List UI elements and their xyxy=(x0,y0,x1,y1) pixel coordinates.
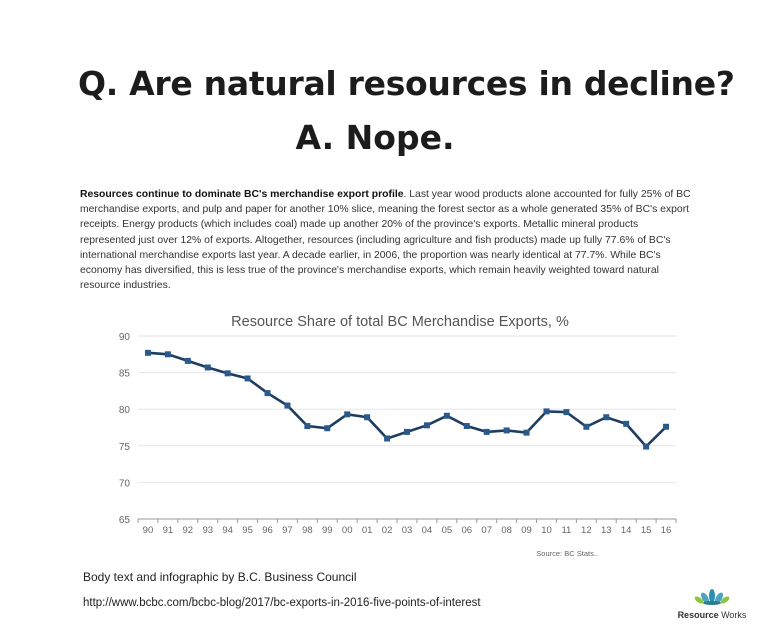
x-tick-label: 95 xyxy=(242,525,253,536)
source-url[interactable]: http://www.bcbc.com/bcbc-blog/2017/bc-ex… xyxy=(83,597,481,609)
data-point xyxy=(184,357,191,364)
x-tick-label: 08 xyxy=(501,525,512,536)
y-tick-label: 80 xyxy=(119,405,131,416)
y-tick-label: 85 xyxy=(119,369,131,380)
logo-text-bold: Resource xyxy=(677,610,719,620)
x-tick-label: 09 xyxy=(521,525,532,536)
data-point xyxy=(264,390,271,397)
x-tick-label: 99 xyxy=(322,525,333,536)
x-tick-label: 03 xyxy=(402,525,413,536)
data-point xyxy=(164,351,171,358)
lotus-icon xyxy=(694,589,730,605)
body-text: . Last year wood products alone accounte… xyxy=(80,189,691,292)
data-point xyxy=(204,364,211,371)
data-point xyxy=(523,429,530,436)
data-point xyxy=(543,408,550,415)
data-point xyxy=(144,349,151,356)
headline-question: Q. Are natural resources in decline? xyxy=(78,64,735,103)
data-point xyxy=(643,443,650,450)
data-point xyxy=(583,423,590,430)
data-point xyxy=(443,412,450,419)
y-tick-label: 75 xyxy=(119,442,131,453)
data-point xyxy=(563,409,570,416)
body-paragraph: Resources continue to dominate BC's merc… xyxy=(80,187,695,293)
x-tick-label: 13 xyxy=(601,525,612,536)
data-point xyxy=(623,420,630,427)
x-tick-label: 11 xyxy=(561,525,571,536)
resource-works-logo: Resource Works xyxy=(672,586,752,620)
data-point xyxy=(324,425,331,432)
x-tick-label: 01 xyxy=(362,525,373,536)
chart-source: Source: BC Stats.. xyxy=(536,549,598,558)
data-point xyxy=(344,411,351,418)
line-chart: Resource Share of total BC Merchandise E… xyxy=(119,314,677,558)
x-tick-label: 05 xyxy=(442,525,453,536)
headline-answer: A. Nope. xyxy=(295,118,455,157)
headline-answer-wrap: A. Nope. xyxy=(0,118,768,157)
x-tick-label: 14 xyxy=(621,525,632,536)
x-tick-label: 10 xyxy=(541,525,552,536)
y-tick-label: 90 xyxy=(119,332,131,343)
x-tick-label: 15 xyxy=(641,525,652,536)
x-tick-label: 00 xyxy=(342,525,353,536)
x-tick-label: 16 xyxy=(661,525,672,536)
data-point xyxy=(423,422,430,429)
data-point xyxy=(224,370,231,377)
data-point xyxy=(463,423,470,430)
data-point xyxy=(284,402,291,409)
x-tick-label: 06 xyxy=(461,525,472,536)
x-tick-label: 97 xyxy=(282,525,293,536)
data-point xyxy=(404,428,410,435)
data-point xyxy=(364,414,371,421)
logo-text-light: Works xyxy=(718,610,747,620)
y-tick-label: 65 xyxy=(119,515,131,526)
data-point xyxy=(244,375,251,382)
x-tick-label: 92 xyxy=(183,525,194,536)
x-tick-label: 04 xyxy=(422,525,433,536)
x-tick-label: 07 xyxy=(481,525,492,536)
data-point xyxy=(483,428,490,435)
x-tick-label: 96 xyxy=(262,525,273,536)
x-tick-label: 12 xyxy=(581,525,592,536)
chart-title: Resource Share of total BC Merchandise E… xyxy=(231,314,569,330)
x-tick-label: 98 xyxy=(302,525,313,536)
data-point xyxy=(503,427,510,434)
data-point xyxy=(304,423,311,430)
body-lead: Resources continue to dominate BC's merc… xyxy=(80,189,404,200)
data-point xyxy=(603,414,610,421)
x-tick-label: 02 xyxy=(382,525,393,536)
y-tick-label: 70 xyxy=(119,478,131,489)
x-tick-label: 90 xyxy=(143,525,154,536)
x-tick-label: 93 xyxy=(202,525,213,536)
data-point xyxy=(663,423,670,430)
x-tick-label: 91 xyxy=(163,525,174,536)
credit-text: Body text and infographic by B.C. Busine… xyxy=(83,570,357,584)
x-tick-label: 94 xyxy=(222,525,233,536)
data-point xyxy=(384,435,391,442)
